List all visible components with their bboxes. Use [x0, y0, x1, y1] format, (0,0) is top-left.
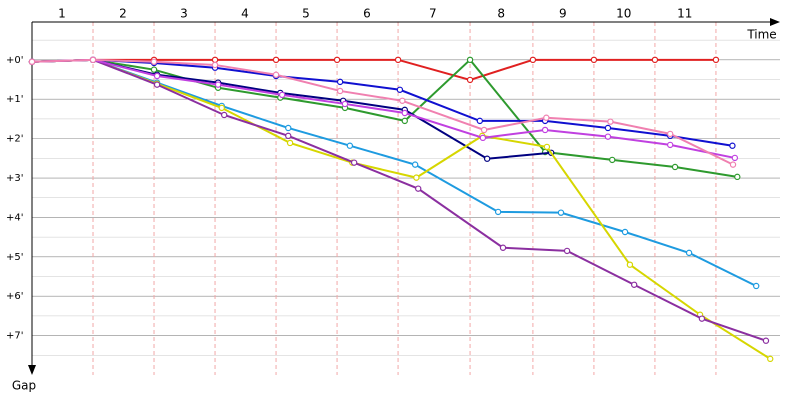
- series-line: [31, 58, 736, 159]
- point: [557, 209, 565, 216]
- x-tick-label: 11: [677, 7, 692, 21]
- point: [272, 56, 280, 64]
- point: [753, 282, 760, 290]
- point: [731, 154, 739, 162]
- point: [666, 130, 674, 138]
- point: [336, 78, 344, 86]
- point: [529, 56, 537, 64]
- point: [286, 139, 294, 147]
- point: [396, 86, 404, 93]
- point: [729, 161, 737, 168]
- point: [543, 143, 551, 151]
- point: [666, 141, 674, 149]
- point: [150, 66, 158, 73]
- point: [767, 355, 774, 363]
- point: [401, 117, 408, 125]
- y-tick-label: +4': [6, 212, 24, 223]
- point: [483, 155, 491, 162]
- point: [285, 132, 292, 140]
- series-line: [31, 58, 767, 342]
- point: [399, 97, 406, 104]
- point: [729, 142, 736, 149]
- y-tick-label: +0': [6, 55, 24, 66]
- y-axis-label: Gap: [12, 379, 36, 393]
- point: [153, 81, 161, 88]
- point: [651, 56, 659, 64]
- point: [346, 142, 354, 149]
- x-tick-label: 7: [429, 7, 437, 21]
- series-line: [31, 58, 733, 147]
- point: [411, 161, 419, 168]
- point: [150, 58, 158, 65]
- x-tick-label: 1: [58, 7, 66, 21]
- y-tick-label: +2': [6, 134, 24, 145]
- point: [626, 261, 634, 268]
- point: [480, 126, 488, 134]
- y-tick-label: +5': [6, 252, 24, 263]
- x-tick-label: 3: [180, 7, 188, 21]
- point: [218, 104, 225, 112]
- x-tick-label: 10: [616, 7, 631, 21]
- x-tick-label: 6: [363, 7, 371, 21]
- point: [671, 163, 679, 171]
- x-tick-label: 4: [241, 7, 249, 21]
- point: [211, 61, 219, 69]
- point: [604, 133, 612, 140]
- point: [494, 208, 502, 216]
- point: [285, 124, 292, 132]
- point: [609, 156, 616, 164]
- point: [272, 71, 280, 78]
- x-tick-label: 2: [119, 7, 127, 21]
- point: [621, 228, 629, 236]
- point: [607, 118, 614, 125]
- y-tick-label: +3': [6, 173, 24, 184]
- point: [479, 134, 487, 142]
- series-line: [31, 58, 716, 81]
- series-line: [31, 58, 771, 360]
- point: [466, 56, 474, 64]
- point: [211, 56, 219, 64]
- point: [153, 72, 161, 80]
- point: [685, 249, 693, 257]
- series-line: [31, 58, 738, 178]
- x-tick-label: 5: [302, 7, 310, 21]
- point: [415, 185, 422, 192]
- point: [604, 124, 612, 132]
- point: [350, 159, 358, 166]
- point: [89, 56, 97, 64]
- point: [543, 114, 550, 121]
- y-axis-arrow: [28, 365, 36, 375]
- point: [413, 174, 420, 181]
- y-tick-label: +6': [6, 291, 24, 302]
- point: [762, 337, 770, 344]
- x-axis-arrow: [770, 18, 780, 26]
- point: [499, 244, 507, 251]
- point: [214, 81, 222, 88]
- point: [712, 56, 720, 64]
- point: [333, 56, 341, 64]
- point: [336, 87, 344, 95]
- x-tick-label: 8: [497, 7, 505, 21]
- point: [466, 76, 474, 84]
- point: [278, 91, 286, 99]
- x-axis-label: Time: [746, 28, 776, 42]
- point: [476, 117, 484, 125]
- x-tick-label: 9: [559, 7, 567, 21]
- point: [590, 56, 598, 64]
- point: [341, 100, 349, 108]
- point: [220, 111, 228, 119]
- point: [563, 247, 571, 255]
- point: [394, 56, 402, 64]
- series-line: [31, 58, 734, 166]
- point: [630, 281, 638, 288]
- point: [401, 109, 408, 117]
- point: [734, 173, 741, 181]
- point: [541, 126, 549, 134]
- y-tick-label: +7': [6, 331, 24, 342]
- y-tick-label: +1': [6, 94, 24, 105]
- point: [698, 315, 706, 322]
- point: [28, 58, 36, 65]
